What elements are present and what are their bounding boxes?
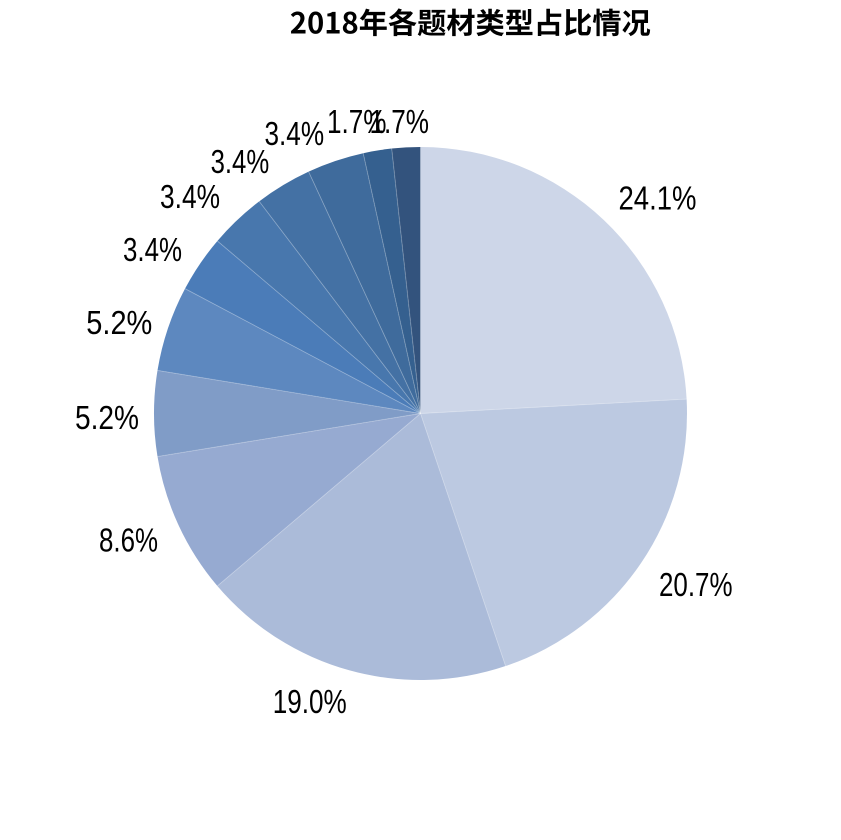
svg-text:5.2%: 5.2%	[75, 400, 139, 437]
svg-text:1.7%: 1.7%	[370, 104, 430, 141]
svg-text:8.6%: 8.6%	[99, 523, 158, 560]
svg-text:3.4%: 3.4%	[123, 232, 182, 269]
svg-text:3.4%: 3.4%	[211, 144, 270, 181]
svg-text:19.0%: 19.0%	[273, 684, 347, 721]
svg-text:24.1%: 24.1%	[619, 181, 697, 218]
svg-text:20.7%: 20.7%	[659, 567, 733, 604]
svg-text:3.4%: 3.4%	[265, 116, 325, 153]
svg-text:1.7%: 1.7%	[327, 104, 387, 141]
svg-text:3.4%: 3.4%	[160, 179, 220, 216]
svg-text:5.2%: 5.2%	[86, 305, 152, 342]
